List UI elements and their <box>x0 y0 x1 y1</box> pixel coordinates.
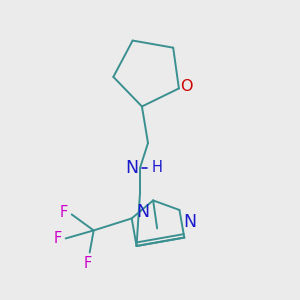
Text: F: F <box>84 256 92 272</box>
Text: F: F <box>53 231 62 246</box>
Text: O: O <box>180 79 192 94</box>
Text: H: H <box>152 160 163 175</box>
Text: F: F <box>59 205 68 220</box>
Text: N: N <box>125 159 138 177</box>
Text: N: N <box>183 213 196 231</box>
Text: N: N <box>136 203 149 221</box>
